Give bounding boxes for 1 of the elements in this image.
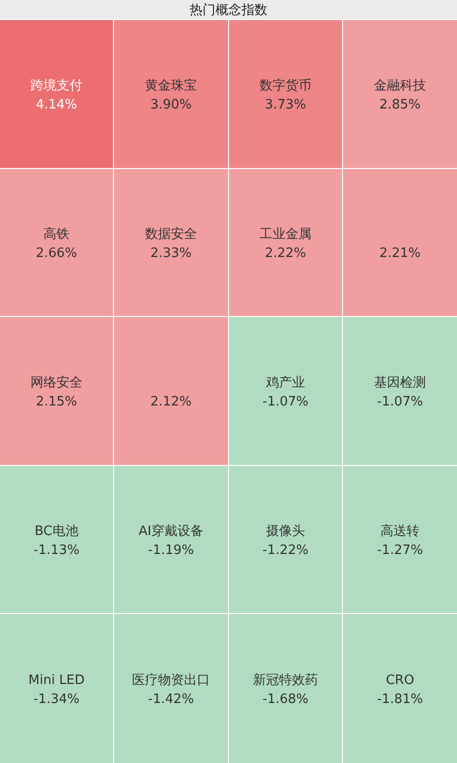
title: 热门概念指数: [190, 3, 268, 18]
